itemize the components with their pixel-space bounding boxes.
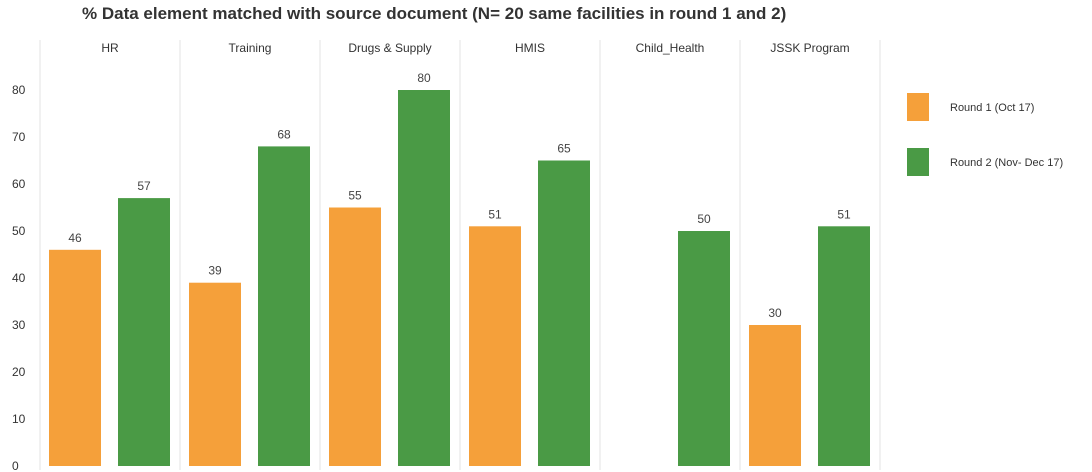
category-label: Drugs & Supply <box>348 41 431 55</box>
data-label: 39 <box>208 264 222 278</box>
bar <box>49 249 101 466</box>
category-label: Child_Health <box>636 41 705 55</box>
bars: 46 39 55 51 30 57 68 80 65 50 51 <box>49 71 870 466</box>
data-label: 46 <box>68 231 82 245</box>
legend-swatch <box>907 148 929 176</box>
category-label: HMIS <box>515 41 545 55</box>
data-label: 50 <box>697 212 711 226</box>
category-label: Training <box>229 41 272 55</box>
category-panels: HR Training Drugs & Supply HMIS Child_Health… <box>39 40 881 470</box>
y-tick-label: 60 <box>12 177 26 191</box>
data-label: 65 <box>557 142 571 156</box>
bar <box>118 198 170 466</box>
y-tick-label: 20 <box>12 365 26 379</box>
data-label: 55 <box>348 189 362 203</box>
bar <box>538 160 590 466</box>
category-label: HR <box>101 41 119 55</box>
bar <box>258 146 310 466</box>
data-label: 57 <box>137 179 151 193</box>
bar <box>678 231 730 466</box>
legend: Round 1 (Oct 17) Round 2 (Nov- Dec 17) <box>907 93 1063 176</box>
y-tick-label: 80 <box>12 83 26 97</box>
data-label: 51 <box>488 207 502 221</box>
data-label: 68 <box>277 127 291 141</box>
data-label: 30 <box>768 306 782 320</box>
y-tick-label: 30 <box>12 318 26 332</box>
y-tick-label: 50 <box>12 224 26 238</box>
bar <box>189 282 241 466</box>
legend-label: Round 1 (Oct 17) <box>950 102 1034 114</box>
y-axis: 0 10 20 30 40 50 60 70 80 <box>12 83 26 472</box>
bar <box>469 226 521 466</box>
bar <box>749 325 801 466</box>
y-tick-label: 70 <box>12 130 26 144</box>
bar <box>329 207 381 466</box>
category-label: JSSK Program <box>770 41 849 55</box>
y-tick-label: 10 <box>12 412 26 426</box>
y-tick-label: 40 <box>12 271 26 285</box>
data-label: 80 <box>417 71 431 85</box>
chart-title: % Data element matched with source docum… <box>82 4 787 23</box>
legend-label: Round 2 (Nov- Dec 17) <box>950 157 1063 169</box>
legend-swatch <box>907 93 929 121</box>
y-tick-label: 0 <box>12 459 19 472</box>
bar <box>818 226 870 466</box>
bar <box>398 90 450 466</box>
data-label: 51 <box>837 207 851 221</box>
